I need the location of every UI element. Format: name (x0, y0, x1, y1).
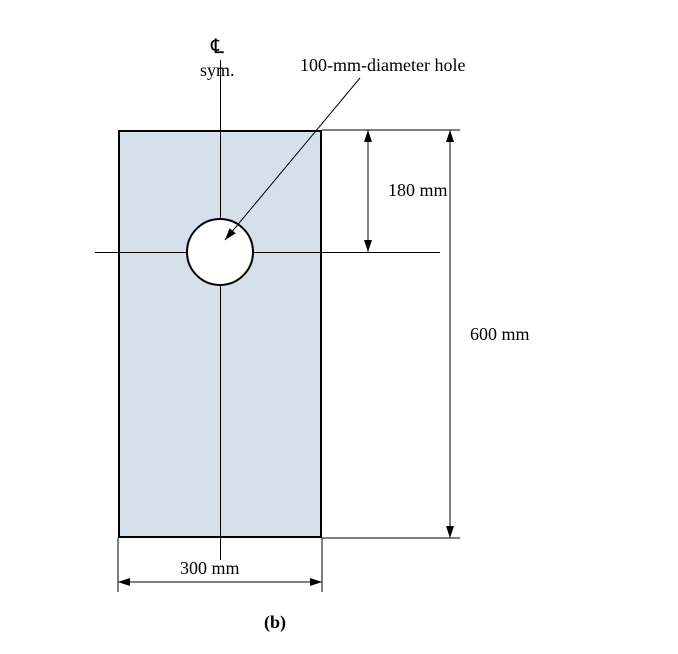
subfigure-label: (b) (264, 612, 286, 633)
overlay-svg (0, 0, 678, 654)
symmetry-label: sym. (200, 60, 235, 81)
dim-300-label: 300 mm (180, 558, 240, 579)
dim-600-label: 600 mm (470, 324, 530, 345)
dim-180-label: 180 mm (388, 180, 448, 201)
centerline-symbol: ℄ (211, 34, 224, 59)
centerline-vertical (220, 60, 221, 560)
hole-circle (186, 218, 254, 286)
hole-callout-label: 100-mm-diameter hole (300, 55, 465, 76)
centerline-horizontal (95, 252, 440, 253)
diagram-stage: ℄ sym. 100-mm-diameter hole 600 mm 180 m… (0, 0, 678, 654)
